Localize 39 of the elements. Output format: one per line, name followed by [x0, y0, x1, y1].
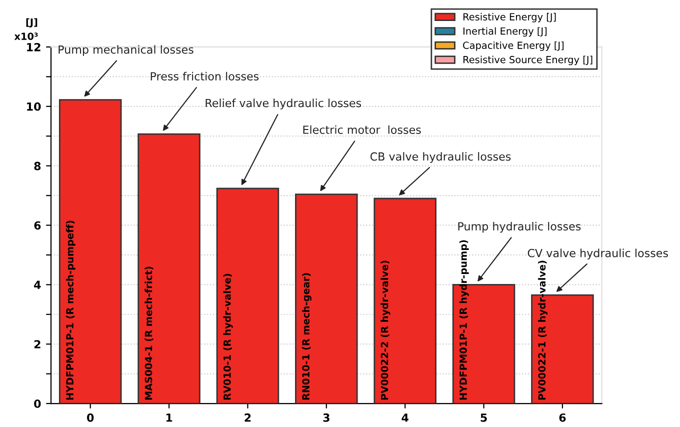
- bar: [138, 133, 200, 404]
- x-tick-label: 4: [402, 414, 408, 422]
- legend-label: Resistive Source Energy [J]: [463, 56, 592, 66]
- annotation: Electric motor losses: [303, 125, 421, 134]
- legend-label: Capacitive Energy [J]: [463, 41, 564, 51]
- x-tick-label: 6: [559, 413, 566, 422]
- annotation: PV00022-1 (R hydr-valve): [538, 260, 548, 400]
- x-tick-label: 3: [323, 413, 330, 422]
- y-axis-title: [J]: [26, 18, 38, 28]
- annotation: Press friction losses: [150, 72, 259, 80]
- legend-label: Resistive Energy [J]: [463, 12, 556, 22]
- legend-label: Inertial Energy [J]: [463, 27, 547, 37]
- annotation: Relief valve hydraulic losses: [206, 98, 362, 110]
- y-tick-label: 2: [34, 340, 40, 348]
- y-tick-label: 10: [27, 102, 41, 111]
- text: x10³: [14, 32, 38, 40]
- x-tick-label: 2: [244, 413, 251, 422]
- annotation: HYDFPM01P-1 (R mech-pumpeff): [66, 220, 76, 400]
- y-tick-label: 12: [27, 42, 40, 52]
- x-tick-label: 5: [480, 414, 487, 422]
- bar: [295, 194, 358, 404]
- bar: [216, 188, 280, 404]
- annotation: CV valve hydraulic losses: [528, 248, 668, 260]
- y-tick-label: 4: [34, 280, 41, 289]
- x-tick-label: 0: [87, 413, 94, 422]
- bar: [58, 99, 122, 404]
- bar: [374, 198, 436, 404]
- annotation: PV00022-2 (R hydr-valve): [380, 260, 390, 400]
- x-tick-label: 1: [166, 414, 172, 422]
- annotation: RN010-1 (R mech-gear): [302, 273, 312, 400]
- annotation: CB valve hydraulic losses: [370, 152, 511, 163]
- y-tick-label: 8: [34, 162, 41, 170]
- annotation: Pump mechanical losses: [58, 45, 194, 56]
- y-tick-label: 0: [34, 399, 41, 408]
- y-tick-label: 6: [34, 221, 41, 230]
- annotation: MAS004-1 (R mech-frict): [144, 266, 154, 400]
- annotation: Pump hydraulic losses: [458, 222, 581, 233]
- annotation: HYDFPM01P-1 (R hydr-pump): [459, 240, 469, 400]
- annotation: RV010-1 (R hydr-valve): [223, 274, 233, 400]
